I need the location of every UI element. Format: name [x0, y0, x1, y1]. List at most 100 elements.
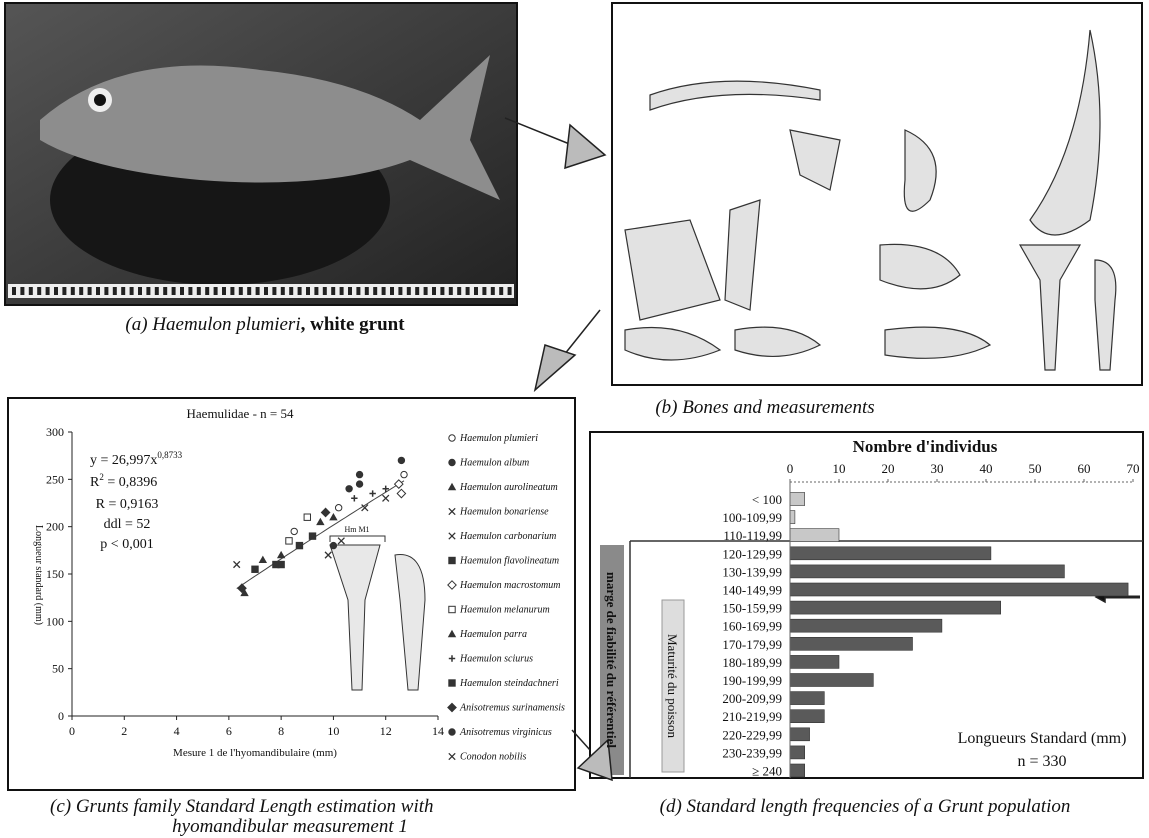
- ruler-mark: [474, 287, 478, 295]
- ruler-mark: [272, 287, 276, 295]
- legend-label: Conodon nobilis: [460, 752, 527, 763]
- chart-title: Nombre d'individus: [853, 437, 998, 456]
- y-tick-label: 190-199,99: [722, 673, 782, 688]
- ruler: [8, 284, 514, 298]
- x-tick-label: 6: [226, 724, 232, 738]
- point: [449, 606, 455, 612]
- ruler-mark: [180, 287, 184, 295]
- ruler-mark: [104, 287, 108, 295]
- caption-species: Haemulon plumieri: [151, 314, 300, 335]
- point: [398, 457, 404, 463]
- y-tick-label: 200: [46, 520, 64, 534]
- ruler-mark: [12, 287, 16, 295]
- y-axis-label: Longueur standard (mm): [33, 525, 44, 625]
- ruler-mark: [340, 287, 344, 295]
- bar: [790, 493, 805, 506]
- ruler-mark: [214, 287, 218, 295]
- annotation: Longueurs Standard (mm): [958, 730, 1127, 747]
- x-tick-label: 60: [1078, 461, 1091, 476]
- point: [309, 533, 315, 539]
- legend-label: Haemulon carbonarium: [459, 531, 556, 542]
- y-tick-label: 110-119,99: [723, 528, 782, 543]
- ruler-mark: [46, 287, 50, 295]
- ruler-mark: [407, 287, 411, 295]
- ruler-mark: [29, 287, 33, 295]
- ruler-mark: [449, 287, 453, 295]
- bar: [790, 728, 810, 741]
- ruler-mark: [71, 287, 75, 295]
- bar: [790, 764, 805, 777]
- bar: [790, 655, 839, 668]
- x-tick-label: 50: [1029, 461, 1042, 476]
- caption-c: (c) Grunts family Standard Length estima…: [50, 796, 434, 817]
- point: [449, 680, 455, 686]
- y-tick-label: 220-229,99: [722, 727, 782, 742]
- ruler-mark: [365, 287, 369, 295]
- legend-label: Haemulon flavolineatum: [459, 556, 559, 567]
- point: [449, 459, 455, 465]
- x-tick-label: 70: [1127, 461, 1140, 476]
- bar: [790, 583, 1128, 596]
- point: [449, 557, 455, 563]
- point: [401, 471, 407, 477]
- x-tick-label: 4: [174, 724, 180, 738]
- ruler-mark: [491, 287, 495, 295]
- y-tick-label: 170-179,99: [722, 637, 782, 652]
- legend-label: Haemulon album: [459, 458, 529, 469]
- bar: [790, 565, 1064, 578]
- ruler-mark: [314, 287, 318, 295]
- y-tick-label: ≥ 240: [752, 764, 782, 779]
- point: [304, 514, 310, 520]
- legend-label: Anisotremus surinamensis: [459, 703, 565, 714]
- legend-label: Haemulon bonariense: [459, 507, 549, 518]
- ruler-mark: [298, 287, 302, 295]
- ruler-mark: [281, 287, 285, 295]
- point: [291, 528, 297, 534]
- legend-label: Haemulon macrostomum: [459, 580, 560, 591]
- bar: [790, 692, 824, 705]
- chart-title: Haemulidae - n = 54: [187, 406, 294, 421]
- ruler-mark: [323, 287, 327, 295]
- ruler-mark: [348, 287, 352, 295]
- ruler-mark: [205, 287, 209, 295]
- ruler-mark: [230, 287, 234, 295]
- ruler-mark: [331, 287, 335, 295]
- y-tick-label: 100: [46, 614, 64, 628]
- point: [449, 435, 455, 441]
- legend-label: Haemulon melanurum: [459, 605, 550, 616]
- x-axis-label: Mesure 1 de l'hyomandibulaire (mm): [173, 747, 337, 759]
- x-tick-label: 10: [327, 724, 339, 738]
- caption-d: (d) Standard length frequencies of a Gru…: [660, 796, 1071, 817]
- y-tick-label: 180-189,99: [722, 655, 782, 670]
- y-tick-label: 130-139,99: [722, 564, 782, 579]
- x-tick-label: 14: [432, 724, 444, 738]
- ruler-mark: [398, 287, 402, 295]
- caption-a: (a) Haemulon plumieri, white grunt: [125, 314, 405, 335]
- arrow-head: [565, 125, 605, 168]
- ruler-mark: [440, 287, 444, 295]
- annotation: n = 330: [1017, 753, 1066, 770]
- ruler-mark: [256, 287, 260, 295]
- y-tick-label: 230-239,99: [722, 745, 782, 760]
- ruler-mark: [155, 287, 159, 295]
- caption-c: hyomandibular measurement 1: [172, 816, 408, 837]
- r-value: = 0,8396: [104, 475, 157, 490]
- point: [278, 561, 284, 567]
- bones-diagram: [612, 3, 1142, 385]
- bar: [790, 529, 839, 542]
- bar: [790, 547, 991, 560]
- annotation: p < 0,001: [100, 537, 153, 552]
- x-tick-label: 30: [931, 461, 944, 476]
- y-tick-label: 200-209,99: [722, 691, 782, 706]
- side-label: marge de fiabilité du référentiel: [604, 572, 619, 748]
- ruler-mark: [482, 287, 486, 295]
- legend-label: Haemulon parra: [459, 629, 527, 640]
- ruler-mark: [466, 287, 470, 295]
- x-tick-label: 20: [882, 461, 895, 476]
- x-tick-label: 10: [833, 461, 846, 476]
- y-tick-label: 150-159,99: [722, 601, 782, 616]
- ruler-mark: [239, 287, 243, 295]
- equation-coefficient: 26,997: [112, 453, 151, 468]
- point: [449, 729, 455, 735]
- legend-label: Haemulon steindachneri: [459, 678, 559, 689]
